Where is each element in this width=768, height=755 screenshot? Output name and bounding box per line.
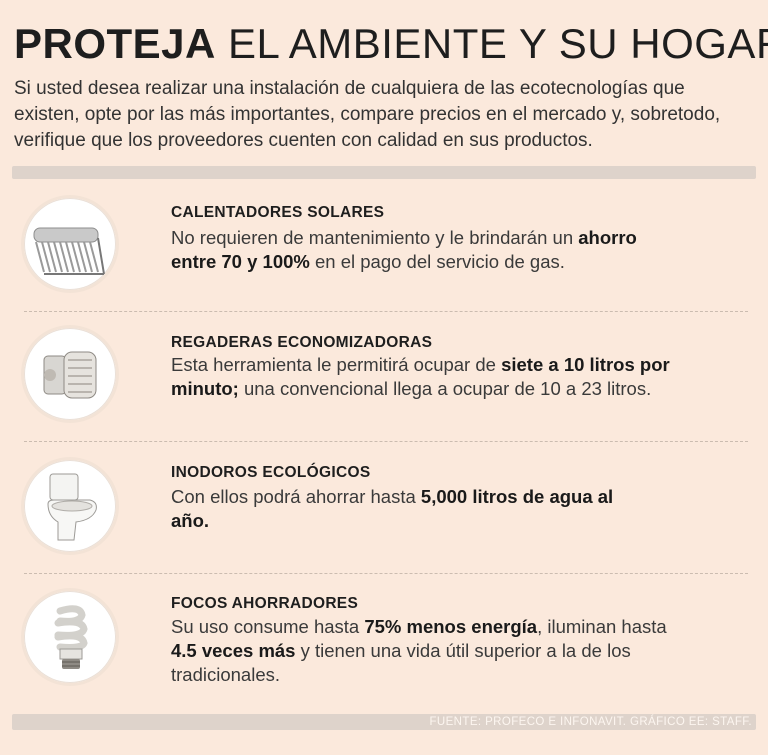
desc-text: No requieren de mantenimiento y le brind… [171,227,579,248]
item-description: Esta herramienta le permitirá ocupar de … [171,353,671,401]
desc-highlight: 4.5 veces más [171,640,296,661]
desc-text: , iluminan hasta [537,616,667,637]
toilet-icon [24,460,116,552]
desc-text: y tienen una vida útil superior a la de … [171,640,631,685]
desc-highlight: ahorro entre 70 y 100% [171,227,637,272]
item-description: Con ellos podrá ahorrar hasta 5,000 litr… [171,485,631,533]
page-title: PROTEJA EL AMBIENTE Y SU HOGAR [14,20,768,68]
light-bulb-icon [24,591,116,683]
item-description: Su uso consume hasta 75% menos energía, … [171,615,671,687]
desc-highlight: 75% menos energía [364,616,538,637]
item-heading: REGADERAS ECONOMIZADORAS [171,334,433,351]
solar-heater-icon [24,198,116,290]
desc-highlight: siete a 10 litros por minuto; [171,354,670,399]
item-heading: CALENTADORES SOLARES [171,204,385,221]
desc-text: una convencional llega a ocupar de 10 a … [238,378,652,399]
shower-head-icon [24,328,116,420]
item-description: No requieren de mantenimiento y le brind… [171,226,671,274]
section-divider [24,441,748,442]
title-bold: PROTEJA [14,20,216,67]
top-divider-bar [12,166,756,179]
desc-text: Esta herramienta le permitirá ocupar de [171,354,502,375]
intro-text: Si usted desea realizar una instalación … [14,78,721,151]
desc-text: en el pago del servicio de gas. [309,251,565,272]
title-rest: EL AMBIENTE Y SU HOGAR [228,20,768,67]
source-credit: FUENTE: PROFECO E INFONAVIT. GRÁFICO EE:… [429,716,752,728]
desc-text: Con ellos podrá ahorrar hasta [171,486,421,507]
item-heading: FOCOS AHORRADORES [171,595,359,612]
section-divider [24,311,748,312]
desc-highlight: 5,000 litros de agua al año. [171,486,614,531]
bottom-source-bar [12,714,756,730]
section-divider [24,573,748,574]
desc-text: Su uso consume hasta [171,616,365,637]
item-heading: INODOROS ECOLÓGICOS [171,464,371,481]
